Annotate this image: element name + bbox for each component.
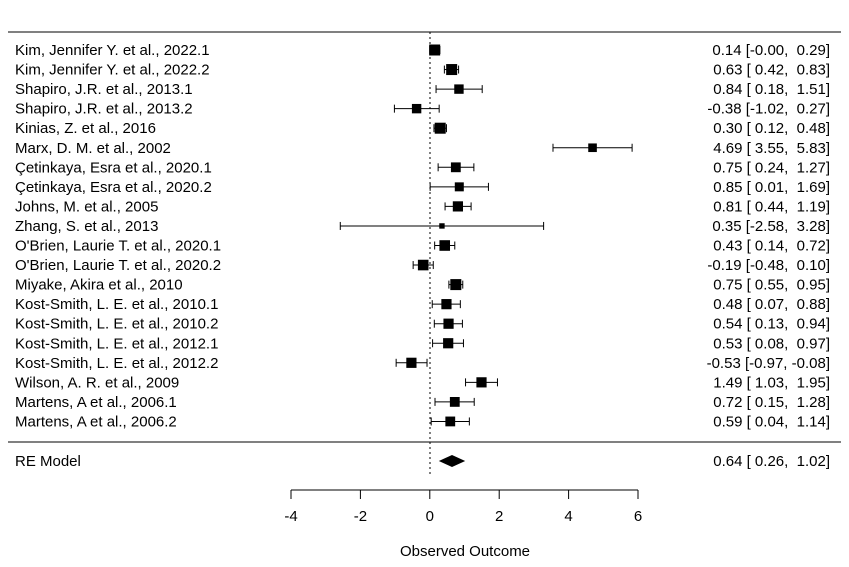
study-ci-text: 0.84 [ 0.18, 1.51] bbox=[713, 81, 830, 98]
x-tick-label: -4 bbox=[284, 508, 297, 525]
study-estimate-marker bbox=[443, 338, 454, 349]
study-label: Zhang, S. et al., 2013 bbox=[15, 218, 158, 235]
study-estimate-marker bbox=[439, 223, 445, 229]
study-estimate-marker bbox=[454, 84, 464, 94]
study-estimate-marker bbox=[434, 122, 446, 134]
study-label: Kim, Jennifer Y. et al., 2022.2 bbox=[15, 62, 210, 79]
study-row: Miyake, Akira et al., 2010 0.75 [ 0.55, 0… bbox=[15, 277, 830, 294]
study-ci-text: -0.38 [-1.02, 0.27] bbox=[707, 101, 830, 118]
study-estimate-marker bbox=[417, 259, 429, 271]
study-row: Johns, M. et al., 2005 0.81 [ 0.44, 1.19] bbox=[15, 198, 830, 215]
study-label: Wilson, A. R. et al., 2009 bbox=[15, 374, 179, 391]
study-ci-text: 0.72 [ 0.15, 1.28] bbox=[713, 394, 830, 411]
study-label: Kost-Smith, L. E. et al., 2012.1 bbox=[15, 335, 218, 352]
study-ci-text: 0.59 [ 0.04, 1.14] bbox=[713, 413, 830, 430]
study-ci-text: 4.69 [ 3.55, 5.83] bbox=[713, 140, 830, 157]
study-ci-text: 0.43 [ 0.14, 0.72] bbox=[713, 238, 830, 255]
study-row: Çetinkaya, Esra et al., 2020.2 0.85 [ 0.0… bbox=[15, 179, 830, 196]
study-row: Martens, A et al., 2006.1 0.72 [ 0.15, 1.… bbox=[15, 394, 830, 411]
x-tick-label: -2 bbox=[354, 508, 367, 525]
study-estimate-marker bbox=[452, 201, 464, 212]
study-estimate-marker bbox=[406, 357, 417, 368]
x-tick-label: 6 bbox=[634, 508, 642, 525]
study-label: Martens, A et al., 2006.2 bbox=[15, 413, 177, 430]
study-row: O'Brien, Laurie T. et al., 2020.1 0.43 [ … bbox=[15, 238, 830, 255]
study-label: Marx, D. M. et al., 2002 bbox=[15, 140, 171, 157]
study-label: O'Brien, Laurie T. et al., 2020.1 bbox=[15, 238, 221, 255]
study-row: Kinias, Z. et al., 2016 0.30 [ 0.12, 0.48… bbox=[15, 120, 830, 137]
study-row: Çetinkaya, Esra et al., 2020.1 0.75 [ 0.2… bbox=[15, 159, 830, 176]
study-label: Martens, A et al., 2006.1 bbox=[15, 394, 177, 411]
study-ci-text: 0.14 [-0.00, 0.29] bbox=[712, 42, 830, 59]
study-row: Zhang, S. et al., 2013 0.35 [-2.58, 3.28] bbox=[15, 218, 830, 235]
study-row: Shapiro, J.R. et al., 2013.2 -0.38 [-1.02… bbox=[15, 101, 830, 118]
study-estimate-marker bbox=[450, 162, 461, 173]
study-label: Shapiro, J.R. et al., 2013.2 bbox=[15, 101, 193, 118]
study-label: Çetinkaya, Esra et al., 2020.2 bbox=[15, 179, 212, 196]
study-ci-text: 0.48 [ 0.07, 0.88] bbox=[713, 296, 830, 313]
study-row: Shapiro, J.R. et al., 2013.1 0.84 [ 0.18,… bbox=[15, 81, 830, 98]
study-label: Kost-Smith, L. E. et al., 2010.1 bbox=[15, 296, 218, 313]
study-label: O'Brien, Laurie T. et al., 2020.2 bbox=[15, 257, 221, 274]
x-tick-label: 4 bbox=[564, 508, 572, 525]
study-row: Kost-Smith, L. E. et al., 2012.2 -0.53 [-… bbox=[15, 355, 830, 372]
study-label: Çetinkaya, Esra et al., 2020.1 bbox=[15, 159, 212, 176]
study-estimate-marker bbox=[411, 103, 422, 114]
study-label: Kost-Smith, L. E. et al., 2012.2 bbox=[15, 355, 218, 372]
study-estimate-marker bbox=[476, 377, 487, 388]
study-ci-text: 0.75 [ 0.55, 0.95] bbox=[713, 277, 830, 294]
study-label: Kost-Smith, L. E. et al., 2010.2 bbox=[15, 316, 218, 333]
study-estimate-marker bbox=[449, 397, 460, 407]
study-label: Johns, M. et al., 2005 bbox=[15, 198, 158, 215]
study-ci-text: 0.53 [ 0.08, 0.97] bbox=[713, 335, 830, 352]
study-estimate-marker bbox=[443, 318, 454, 329]
x-axis-title: Observed Outcome bbox=[400, 543, 530, 560]
study-label: Kinias, Z. et al., 2016 bbox=[15, 120, 156, 137]
study-estimate-marker bbox=[454, 182, 464, 192]
study-row: Kim, Jennifer Y. et al., 2022.2 0.63 [ 0.… bbox=[15, 62, 830, 79]
study-row: O'Brien, Laurie T. et al., 2020.2 -0.19 [… bbox=[15, 257, 830, 274]
x-tick-label: 2 bbox=[495, 508, 503, 525]
summary-ci-text: 0.64 [ 0.26, 1.02] bbox=[713, 453, 830, 470]
study-ci-text: 0.85 [ 0.01, 1.69] bbox=[713, 179, 830, 196]
study-row: Marx, D. M. et al., 2002 4.69 [ 3.55, 5.8… bbox=[15, 140, 830, 157]
study-estimate-marker bbox=[441, 299, 452, 310]
study-row: Kost-Smith, L. E. et al., 2010.1 0.48 [ 0… bbox=[15, 296, 830, 313]
study-label: Miyake, Akira et al., 2010 bbox=[15, 277, 183, 294]
study-ci-text: 0.30 [ 0.12, 0.48] bbox=[713, 120, 830, 137]
study-label: Shapiro, J.R. et al., 2013.1 bbox=[15, 81, 193, 98]
x-axis: -4 -2 0 2 4 6 bbox=[284, 489, 642, 525]
study-estimate-marker bbox=[450, 279, 462, 291]
summary-diamond bbox=[438, 455, 466, 467]
study-rows: Kim, Jennifer Y. et al., 2022.1 0.14 [-0.… bbox=[15, 42, 830, 430]
study-label: Kim, Jennifer Y. et al., 2022.1 bbox=[15, 42, 210, 59]
study-row: Martens, A et al., 2006.2 0.59 [ 0.04, 1.… bbox=[15, 413, 830, 430]
study-row: Wilson, A. R. et al., 2009 1.49 [ 1.03, 1… bbox=[15, 374, 830, 391]
x-tick-label: 0 bbox=[426, 508, 434, 525]
study-ci-text: 0.35 [-2.58, 3.28] bbox=[712, 218, 830, 235]
summary-row: RE Model 0.64 [ 0.26, 1.02] bbox=[15, 453, 830, 470]
summary-label: RE Model bbox=[15, 453, 81, 470]
study-estimate-marker bbox=[588, 143, 597, 153]
study-row: Kim, Jennifer Y. et al., 2022.1 0.14 [-0.… bbox=[15, 42, 830, 59]
study-ci-text: 1.49 [ 1.03, 1.95] bbox=[713, 374, 830, 391]
study-ci-text: 0.81 [ 0.44, 1.19] bbox=[713, 198, 830, 215]
study-estimate-marker bbox=[439, 240, 451, 251]
study-estimate-marker bbox=[429, 44, 441, 56]
study-row: Kost-Smith, L. E. et al., 2010.2 0.54 [ 0… bbox=[15, 316, 830, 333]
study-estimate-marker bbox=[445, 416, 456, 427]
study-ci-text: 0.63 [ 0.42, 0.83] bbox=[713, 62, 830, 79]
study-ci-text: -0.53 [-0.97, -0.08] bbox=[707, 355, 830, 372]
study-row: Kost-Smith, L. E. et al., 2012.1 0.53 [ 0… bbox=[15, 335, 830, 352]
study-ci-text: 0.75 [ 0.24, 1.27] bbox=[713, 159, 830, 176]
study-estimate-marker bbox=[446, 64, 458, 76]
study-ci-text: -0.19 [-0.48, 0.10] bbox=[707, 257, 830, 274]
study-ci-text: 0.54 [ 0.13, 0.94] bbox=[713, 316, 830, 333]
